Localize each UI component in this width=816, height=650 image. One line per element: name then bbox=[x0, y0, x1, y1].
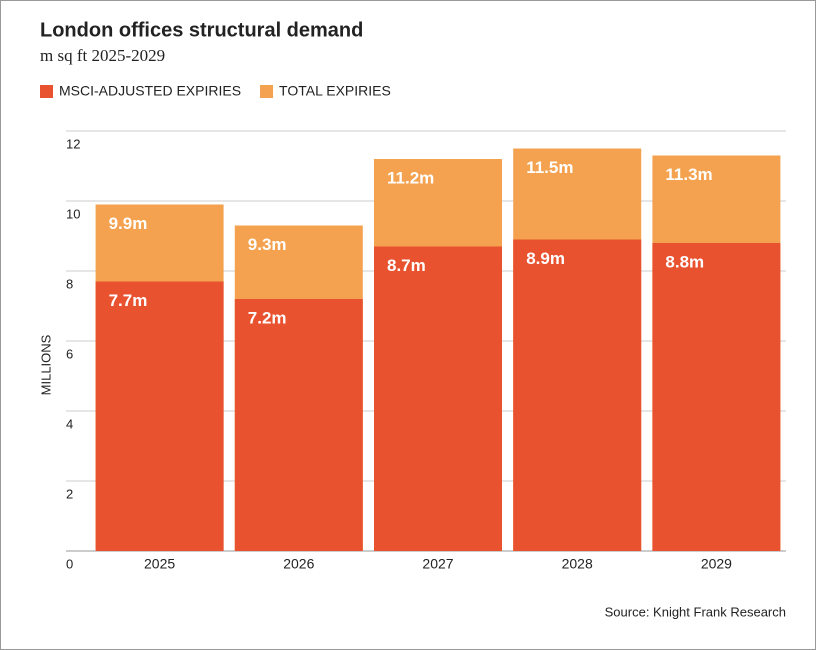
y-tick-label: 4 bbox=[66, 416, 73, 431]
y-tick-label: 12 bbox=[66, 136, 80, 151]
y-axis-title: MILLIONS bbox=[38, 334, 53, 395]
bar bbox=[652, 243, 781, 551]
data-label: 9.9m bbox=[109, 214, 148, 233]
legend-label: TOTAL EXPIRIES bbox=[279, 83, 391, 99]
data-label: 7.2m bbox=[248, 308, 287, 327]
chart-title: London offices structural demand bbox=[40, 19, 363, 41]
x-tick-label: 2025 bbox=[144, 556, 175, 572]
y-tick-label: 8 bbox=[66, 276, 73, 291]
bar bbox=[374, 246, 502, 551]
data-label: 7.7m bbox=[109, 291, 148, 310]
data-label: 11.3m bbox=[665, 165, 712, 184]
y-tick-label: 2 bbox=[66, 486, 73, 501]
data-label: 11.5m bbox=[526, 158, 573, 177]
y-tick-label: 10 bbox=[66, 206, 80, 221]
data-label: 8.7m bbox=[387, 256, 426, 275]
source: Source: Knight Frank Research bbox=[605, 604, 786, 619]
bar bbox=[234, 299, 363, 551]
x-tick-label: 2028 bbox=[562, 556, 593, 572]
bar bbox=[513, 239, 642, 551]
data-label: 8.9m bbox=[526, 249, 565, 268]
data-label: 11.2m bbox=[387, 168, 434, 187]
chart-subtitle: m sq ft 2025-2029 bbox=[40, 46, 165, 65]
x-tick-label: 2027 bbox=[422, 556, 453, 572]
legend-label: MSCI-ADJUSTED EXPIRIES bbox=[59, 83, 241, 99]
legend-swatch bbox=[40, 85, 53, 98]
data-label: 8.8m bbox=[665, 252, 704, 271]
y-tick-label: 0 bbox=[66, 556, 73, 571]
bar bbox=[95, 281, 224, 551]
legend-swatch bbox=[260, 85, 274, 98]
x-tick-label: 2026 bbox=[283, 556, 314, 572]
x-tick-label: 2029 bbox=[701, 556, 732, 572]
y-tick-label: 6 bbox=[66, 346, 73, 361]
data-label: 9.3m bbox=[248, 235, 287, 254]
